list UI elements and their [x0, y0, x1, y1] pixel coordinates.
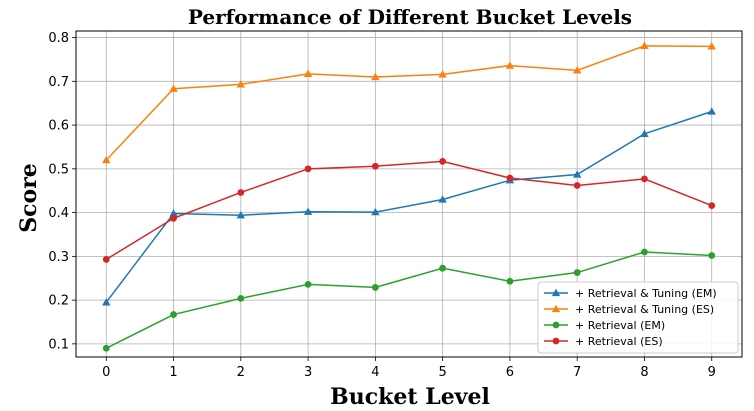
y-tick-label: 0.3 — [48, 250, 69, 265]
data-point — [641, 175, 648, 183]
x-tick-label: 7 — [573, 365, 581, 380]
data-point — [102, 155, 111, 164]
data-point — [573, 182, 581, 189]
data-point — [102, 298, 111, 306]
legend-label: + Retrieval (ES) — [575, 335, 663, 348]
x-axis-label: Bucket Level — [330, 384, 490, 410]
x-tick-label: 0 — [102, 365, 110, 380]
series-line — [105, 251, 712, 349]
legend-box — [537, 281, 739, 354]
data-point — [641, 248, 648, 256]
data-point — [707, 42, 716, 50]
x-tick-label: 4 — [371, 365, 379, 380]
data-point — [170, 311, 177, 318]
data-point — [708, 252, 716, 259]
y-tick-label: 0.6 — [48, 119, 69, 134]
data-point — [304, 280, 312, 288]
data-point — [640, 129, 649, 137]
data-point — [371, 284, 379, 291]
legend: + Retrieval & Tuning (EM) + Retrieval & T… — [537, 281, 739, 354]
data-point — [505, 61, 515, 69]
data-point — [237, 189, 245, 196]
data-point — [707, 107, 716, 115]
x-tick-label: 6 — [506, 365, 514, 380]
legend-label: + Retrieval & Tuning (EM) — [575, 287, 717, 300]
data-point — [102, 256, 110, 263]
data-point — [708, 202, 716, 209]
series-3 — [102, 248, 716, 352]
x-axis-ticks: 0 1 2 3 4 5 6 7 8 9 — [102, 357, 716, 380]
legend-item: + Retrieval & Tuning (EM) — [544, 287, 717, 300]
series-2 — [102, 41, 716, 164]
data-point — [236, 80, 246, 88]
legend-marker — [552, 321, 560, 329]
y-tick-label: 0.4 — [48, 206, 69, 221]
y-tick-label: 0.8 — [48, 31, 69, 46]
legend-marker — [551, 304, 561, 313]
y-tick-label: 0.5 — [48, 162, 69, 177]
plot-frame — [75, 30, 743, 358]
legend-label: + Retrieval & Tuning (ES) — [575, 303, 714, 316]
legend-item: + Retrieval (EM) — [544, 319, 665, 332]
x-tick-label: 8 — [640, 365, 648, 380]
y-tick-label: 0.2 — [48, 294, 69, 309]
data-point — [169, 84, 178, 92]
data-point — [439, 264, 447, 272]
data-point — [506, 174, 514, 182]
series-layer — [102, 41, 716, 352]
data-point — [237, 294, 245, 302]
chart-title: Performance of Different Bucket Levels — [188, 5, 632, 29]
data-point — [170, 214, 177, 222]
legend-marker — [551, 288, 561, 297]
x-tick-label: 2 — [237, 365, 245, 380]
data-point — [371, 162, 379, 170]
data-point — [304, 165, 312, 173]
data-point — [640, 41, 649, 50]
x-tick-label: 3 — [304, 365, 312, 380]
legend-item: + Retrieval (ES) — [544, 335, 663, 348]
data-point — [169, 209, 178, 217]
data-point — [371, 207, 380, 216]
y-tick-label: 0.7 — [48, 75, 69, 90]
data-point — [371, 72, 380, 81]
data-point — [572, 66, 582, 74]
data-point — [438, 195, 447, 203]
y-tick-label: 0.1 — [48, 337, 69, 352]
data-point — [102, 344, 110, 352]
legend-label: + Retrieval (EM) — [575, 319, 665, 332]
x-tick-label: 1 — [169, 365, 177, 380]
series-4 — [102, 158, 716, 263]
data-point — [506, 277, 514, 285]
series-line — [105, 45, 712, 161]
data-point — [439, 158, 447, 165]
series-line — [105, 160, 713, 261]
y-axis-label: Score — [16, 163, 42, 233]
y-axis-ticks: 0.1 0.2 0.3 0.4 0.5 0.6 0.7 0.8 — [48, 31, 76, 352]
data-point — [303, 69, 313, 78]
data-point — [572, 170, 582, 178]
data-point — [573, 269, 581, 276]
data-point — [303, 207, 313, 215]
series-1 — [102, 107, 716, 306]
legend-marker — [552, 337, 560, 345]
series-line — [105, 110, 712, 303]
x-tick-label: 5 — [438, 365, 446, 380]
legend-item: + Retrieval & Tuning (ES) — [544, 303, 714, 316]
data-point — [236, 211, 246, 219]
data-point — [438, 70, 447, 78]
x-tick-label: 9 — [708, 365, 716, 380]
